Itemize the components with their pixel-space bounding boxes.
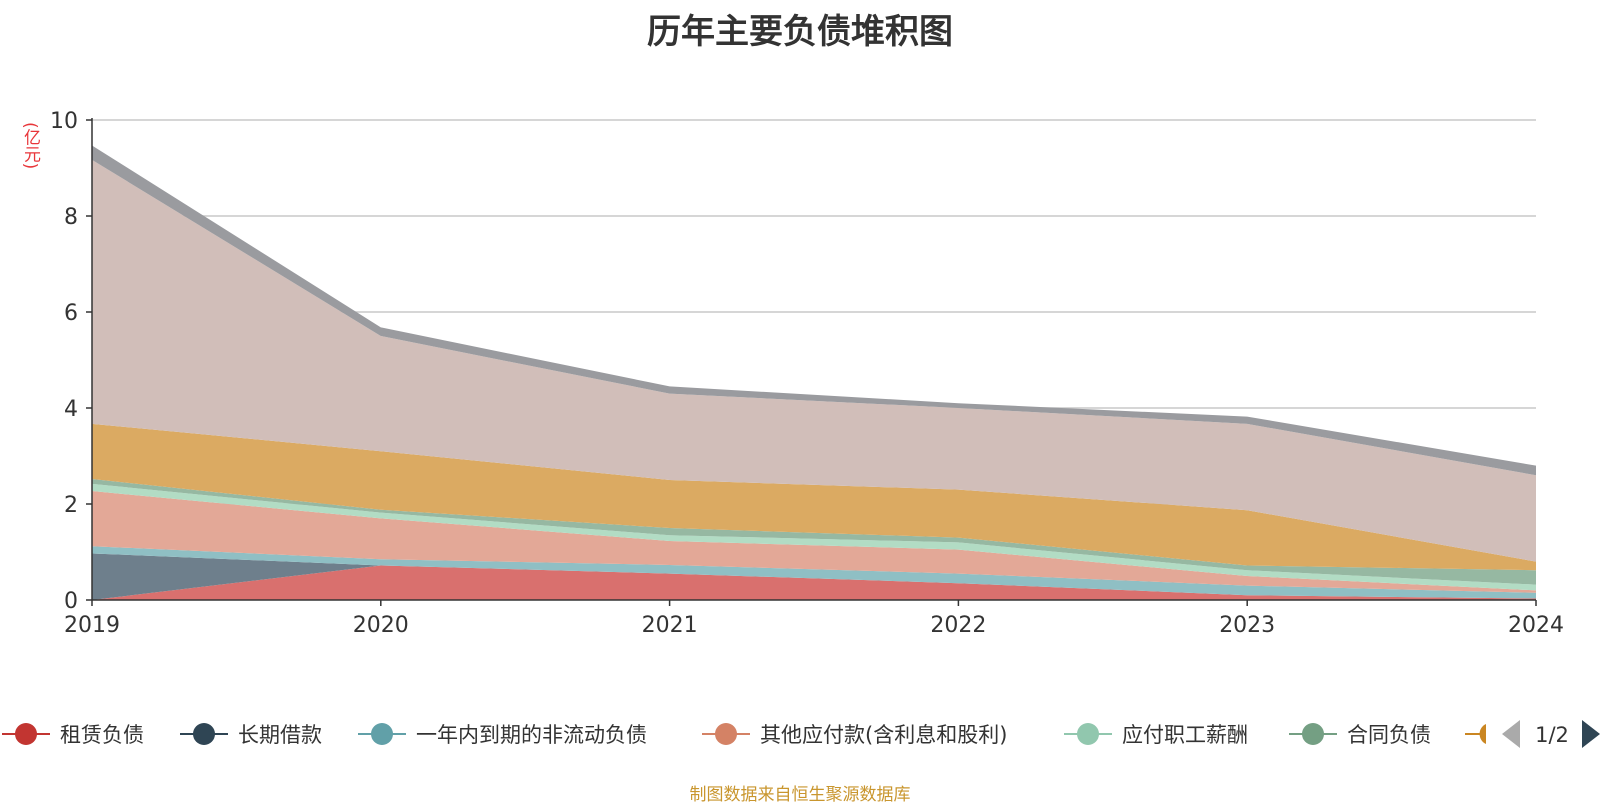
legend-marker: [1479, 724, 1486, 744]
legend-label: 一年内到期的非流动负债: [416, 723, 647, 747]
area-series-8: [92, 145, 1536, 476]
y-axis-unit-label: (亿元): [20, 122, 40, 170]
legend-item-0[interactable]: 租赁负债: [2, 723, 144, 747]
legend-label: 应付职工薪酬: [1122, 723, 1248, 747]
y-tick-label: 8: [64, 205, 78, 230]
source-note: 制图数据来自恒生聚源数据库: [689, 785, 911, 805]
y-tick-label: 6: [64, 301, 78, 326]
y-tick-label: 2: [64, 493, 78, 518]
area-series-3: [92, 491, 1536, 593]
legend-item-1[interactable]: 长期借款: [180, 723, 322, 747]
legend-item-2[interactable]: 一年内到期的非流动负债: [358, 723, 647, 747]
area-series-2: [92, 546, 1536, 599]
y-tick-label: 4: [64, 397, 78, 422]
legend-item-3[interactable]: 其他应付款(含利息和股利): [702, 723, 1007, 747]
legend-marker: [715, 723, 737, 745]
x-tick-label: 2019: [64, 613, 120, 638]
legend-marker: [15, 723, 37, 745]
y-tick-label: 10: [50, 109, 78, 134]
legend-marker: [193, 723, 215, 745]
legend-label: 长期借款: [238, 723, 322, 747]
x-tick-label: 2023: [1219, 613, 1275, 638]
axes: 0 2 4 6 8 10 2019 2020 2021 2022 2023 2024: [50, 109, 1564, 638]
legend-label: 合同负债: [1347, 723, 1431, 747]
legend-label: 其他应付款(含利息和股利): [760, 723, 1007, 747]
legend-next-page-icon[interactable]: [1582, 720, 1600, 748]
legend[interactable]: 租赁负债 长期借款 一年内到期的非流动负债 其他应付款(含利息和股利) 应付职工薪酬 合同…: [2, 720, 1600, 748]
legend-page-indicator: 1/2: [1535, 723, 1569, 747]
legend-item-6-clipped[interactable]: [1465, 724, 1486, 744]
legend-marker: [1302, 723, 1324, 745]
legend-item-4[interactable]: 应付职工薪酬: [1064, 723, 1248, 747]
x-tick-label: 2024: [1508, 613, 1564, 638]
x-tick-label: 2022: [930, 613, 986, 638]
area-series-5: [92, 479, 1536, 585]
x-tick-label: 2021: [642, 613, 698, 638]
legend-marker: [371, 723, 393, 745]
stacked-area-chart: 0 2 4 6 8 10 2019 2020 2021 2022 2023 2024 租赁负债 长期借款…: [2, 109, 1600, 748]
legend-label: 租赁负债: [60, 723, 144, 747]
y-tick-label: 0: [64, 589, 78, 614]
area-series-4: [92, 483, 1536, 591]
legend-marker: [1077, 723, 1099, 745]
legend-prev-page-icon[interactable]: [1502, 720, 1520, 748]
legend-item-5[interactable]: 合同负债: [1289, 723, 1431, 747]
area-series-6: [92, 423, 1536, 571]
x-tick-label: 2020: [353, 613, 409, 638]
area-series-0: [92, 565, 1536, 600]
area-series-layer: [92, 145, 1536, 600]
area-series-7: [92, 159, 1536, 562]
chart-title: 历年主要负债堆积图: [647, 12, 953, 52]
